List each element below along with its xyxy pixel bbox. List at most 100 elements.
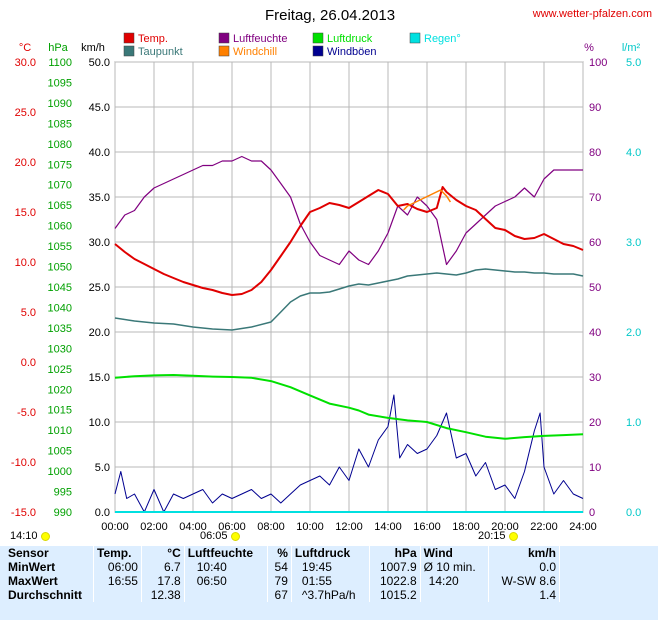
- stats-header-row: Sensor Temp. °C Luftfeuchte % Luftdruck …: [0, 546, 561, 560]
- temp-tick-label: -10.0: [11, 457, 36, 469]
- rain-tick-label: 1.0: [626, 417, 641, 429]
- stats-cell: [184, 588, 269, 602]
- rain-tick-label: 3.0: [626, 237, 641, 249]
- stats-cell: [420, 588, 489, 602]
- wind-tick-label: 0.0: [95, 507, 110, 519]
- wind-tick-label: 15.0: [89, 372, 110, 384]
- series-line-windben: [114, 394, 584, 513]
- stats-row-label: MinWert: [0, 560, 94, 574]
- pressure-tick-label: 1005: [48, 446, 72, 458]
- pressure-tick-label: 1085: [48, 118, 72, 130]
- chart-legend: Temp. Luftfeuchte Luftdruck Regen° Taupunkt W…: [123, 32, 461, 58]
- temp-tick-label: -15.0: [11, 507, 36, 519]
- x-tick-label: 04:00: [179, 521, 207, 533]
- temp-tick-label: 30.0: [15, 57, 36, 69]
- legend-swatch: [218, 45, 230, 57]
- stats-cell: 79: [267, 574, 292, 588]
- x-tick-label: 02:00: [140, 521, 168, 533]
- stats-header-sensor: Sensor: [0, 546, 94, 560]
- pressure-tick-label: 1050: [48, 262, 72, 274]
- legend-label: Regen°: [424, 33, 461, 45]
- wind-tick-label: 20.0: [89, 327, 110, 339]
- pressure-tick-label: 1095: [48, 77, 72, 89]
- legend-label: Windchill: [233, 46, 277, 58]
- pressure-tick-label: 1060: [48, 221, 72, 233]
- stats-cell: 06:00: [93, 560, 142, 574]
- stats-cell: 6.7: [141, 560, 185, 574]
- pressure-tick-label: 1055: [48, 241, 72, 253]
- temp-tick-label: -5.0: [17, 407, 36, 419]
- stats-header-temp-unit: °C: [141, 546, 185, 560]
- stats-header-humidity: Luftfeuchte: [184, 546, 269, 560]
- humidity-tick-label: 10: [589, 462, 601, 474]
- sunrise-label: 06:05: [200, 530, 228, 542]
- wind-tick-label: 45.0: [89, 102, 110, 114]
- series-line-windchill: [403, 189, 452, 211]
- stats-row-min: MinWert 06:00 6.7 10:40 54 19:45 1007.9 …: [0, 560, 561, 574]
- stats-cell: 17.8: [141, 574, 185, 588]
- wind-tick-label: 30.0: [89, 237, 110, 249]
- stats-row-max: MaxWert 16:55 17.8 06:50 79 01:55 1022.8…: [0, 574, 561, 588]
- stats-table: Sensor Temp. °C Luftfeuchte % Luftdruck …: [0, 546, 561, 602]
- stats-row-label: MaxWert: [0, 574, 94, 588]
- wind-tick-label: 40.0: [89, 147, 110, 159]
- humidity-tick-label: 30: [589, 372, 601, 384]
- stats-cell: 14:20: [420, 574, 489, 588]
- website-link[interactable]: www.wetter-pfalzen.com: [532, 8, 652, 20]
- humidity-tick-label: 50: [589, 282, 601, 294]
- stats-header-wind: Wind: [420, 546, 489, 560]
- stats-cell: 1015.2: [369, 588, 421, 602]
- chart-axes: 00:00 02:00 04:00 06:00 08:00 10:00 12:00 14:00…: [11, 57, 641, 533]
- chart-series: [114, 155, 584, 513]
- stats-row-label: Durchschnitt: [0, 588, 94, 602]
- temp-tick-label: 15.0: [15, 207, 36, 219]
- pressure-tick-label: 1035: [48, 323, 72, 335]
- pressure-tick-label: 1000: [48, 466, 72, 478]
- humidity-tick-label: 80: [589, 147, 601, 159]
- x-tick-label: 24:00: [569, 521, 597, 533]
- stats-header-temp: Temp.: [93, 546, 142, 560]
- pressure-tick-label: 995: [54, 487, 72, 499]
- legend-swatch: [409, 32, 421, 44]
- pressure-tick-label: 1015: [48, 405, 72, 417]
- stats-cell: 67: [267, 588, 292, 602]
- temp-tick-label: 25.0: [15, 107, 36, 119]
- sunrise-icon: [230, 531, 240, 541]
- x-tick-label: 14:00: [374, 521, 402, 533]
- stats-cell: Ø 10 min.: [420, 560, 489, 574]
- x-tick-label: 16:00: [413, 521, 441, 533]
- sunrise-time: 06:05: [200, 530, 240, 542]
- pressure-tick-label: 1100: [48, 57, 72, 69]
- stats-cell: 10:40: [184, 560, 269, 574]
- x-tick-label: 00:00: [101, 521, 129, 533]
- temp-unit-label: °C: [19, 42, 31, 54]
- pressure-tick-label: 1045: [48, 282, 72, 294]
- sunset-icon: [508, 531, 518, 541]
- rain-tick-label: 2.0: [626, 327, 641, 339]
- series-line-temp: [114, 186, 584, 296]
- stats-panel: Sensor Temp. °C Luftfeuchte % Luftdruck …: [0, 546, 658, 620]
- pressure-tick-label: 1020: [48, 384, 72, 396]
- sunset-label: 20:15: [478, 530, 506, 542]
- stats-cell: ^3.7hPa/h: [291, 588, 371, 602]
- humidity-tick-label: 40: [589, 327, 601, 339]
- legend-swatch: [123, 32, 135, 44]
- wind-tick-label: 35.0: [89, 192, 110, 204]
- stats-header-humidity-unit: %: [267, 546, 292, 560]
- legend-swatch: [123, 45, 135, 57]
- stats-header-wind-unit: km/h: [488, 546, 561, 560]
- legend-label: Luftdruck: [327, 33, 373, 45]
- moonset-label: 14:10: [10, 530, 38, 542]
- stats-cell: 54: [267, 560, 292, 574]
- legend-label: Luftfeuchte: [233, 33, 287, 45]
- stats-cell: 01:55: [291, 574, 371, 588]
- pressure-tick-label: 1070: [48, 180, 72, 192]
- pressure-tick-label: 990: [54, 507, 72, 519]
- rain-tick-label: 4.0: [626, 147, 641, 159]
- temp-tick-label: 20.0: [15, 157, 36, 169]
- pressure-unit-label: hPa: [48, 42, 68, 54]
- wind-tick-label: 25.0: [89, 282, 110, 294]
- humidity-tick-label: 20: [589, 417, 601, 429]
- x-tick-label: 12:00: [335, 521, 363, 533]
- moonset-time: 14:10: [10, 530, 50, 542]
